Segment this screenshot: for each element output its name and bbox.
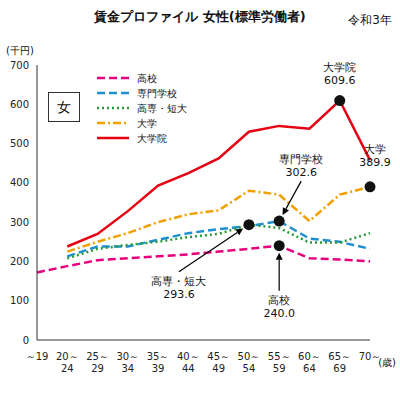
svg-text:45～49: 45～49 bbox=[207, 351, 230, 374]
svg-text:専門学校302.6: 専門学校302.6 bbox=[279, 153, 323, 179]
svg-text:25～29: 25～29 bbox=[86, 351, 109, 374]
svg-text:高校: 高校 bbox=[137, 73, 157, 84]
svg-text:0: 0 bbox=[23, 335, 29, 346]
svg-text:専門学校: 専門学校 bbox=[137, 88, 177, 99]
svg-text:300: 300 bbox=[10, 217, 29, 228]
svg-text:高専・短大293.6: 高専・短大293.6 bbox=[151, 275, 206, 301]
svg-text:700: 700 bbox=[10, 60, 29, 71]
svg-text:大学院609.6: 大学院609.6 bbox=[323, 61, 356, 87]
svg-text:～19: ～19 bbox=[26, 351, 49, 362]
svg-text:35～39: 35～39 bbox=[147, 351, 170, 374]
svg-text:大学389.9: 大学389.9 bbox=[359, 143, 391, 169]
svg-text:高専・短大: 高専・短大 bbox=[137, 103, 187, 114]
svg-text:大学院: 大学院 bbox=[137, 133, 167, 144]
html-text:令和3年: 令和3年 bbox=[348, 13, 392, 27]
svg-text:高校240.0: 高校240.0 bbox=[263, 294, 295, 320]
svg-text:大学: 大学 bbox=[137, 118, 157, 129]
svg-text:500: 500 bbox=[10, 138, 29, 149]
html-text:(歳): (歳) bbox=[378, 357, 396, 368]
svg-text:400: 400 bbox=[10, 177, 29, 188]
svg-text:30～34: 30～34 bbox=[116, 351, 139, 374]
svg-text:50～54: 50～54 bbox=[238, 351, 261, 374]
svg-text:200: 200 bbox=[10, 256, 29, 267]
html-text:賃金プロファイル 女性(標準労働者): 賃金プロファイル 女性(標準労働者) bbox=[94, 9, 306, 24]
svg-text:60～64: 60～64 bbox=[298, 351, 321, 374]
svg-text:70～: 70～ bbox=[359, 351, 382, 362]
svg-text:40～44: 40～44 bbox=[177, 351, 200, 374]
svg-text:20～24: 20～24 bbox=[56, 351, 79, 374]
svg-text:65～69: 65～69 bbox=[328, 351, 351, 374]
svg-text:100: 100 bbox=[10, 295, 29, 306]
svg-text:600: 600 bbox=[10, 99, 29, 110]
svg-text:55～59: 55～59 bbox=[268, 351, 291, 374]
html-text:女: 女 bbox=[57, 99, 71, 115]
html-text:(千円): (千円) bbox=[6, 45, 34, 56]
